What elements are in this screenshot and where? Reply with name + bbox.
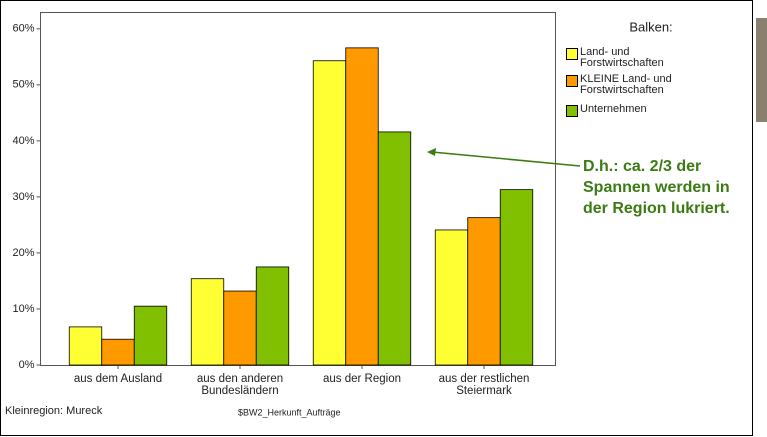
legend-label: Land- und Forstwirtschaften (580, 46, 664, 69)
y-tick-label: 40% (12, 135, 34, 147)
x-tick-label: aus der Region (323, 373, 401, 385)
x-tick-label: aus dem Ausland (73, 373, 163, 385)
y-tick-label: 60% (12, 23, 34, 35)
bar (377, 131, 412, 366)
y-tick-label: 50% (12, 79, 34, 91)
bar (312, 60, 347, 366)
y-tick-label: 30% (12, 191, 34, 203)
bar (345, 47, 379, 366)
footer-left: Kleinregion: Mureck (5, 405, 103, 417)
y-tick-label: 20% (12, 247, 34, 259)
annotation-arrow (431, 151, 581, 167)
x-tick-label: aus der restlichen Steiermark (438, 373, 530, 397)
legend-title: Balken: (629, 19, 672, 34)
bar (68, 326, 103, 366)
arrow-head (427, 148, 436, 156)
bar (255, 266, 290, 366)
legend-swatch (566, 75, 578, 87)
bar (101, 338, 135, 366)
bar (223, 290, 257, 366)
legend-label: KLEINE Land- und Forstwirtschaften (580, 73, 672, 96)
legend-label: Unternehmen (580, 103, 647, 115)
frame (0, 0, 753, 436)
legend-swatch (566, 48, 578, 60)
y-tick-label: 0% (19, 359, 35, 371)
footer-center: $BW2_Herkunft_Aufträge (238, 407, 341, 417)
y-tick-label: 10% (12, 303, 34, 315)
annotation: D.h.: ca. 2/3 der Spannen werden in der … (583, 158, 730, 217)
photo-edge (756, 18, 767, 122)
legend-swatch (566, 105, 578, 117)
bar (467, 217, 501, 366)
bar (133, 305, 168, 366)
bar (434, 229, 469, 366)
x-tick-label: aus den anderen Bundesländern (196, 373, 284, 397)
bar (499, 189, 534, 366)
bar (190, 278, 225, 366)
